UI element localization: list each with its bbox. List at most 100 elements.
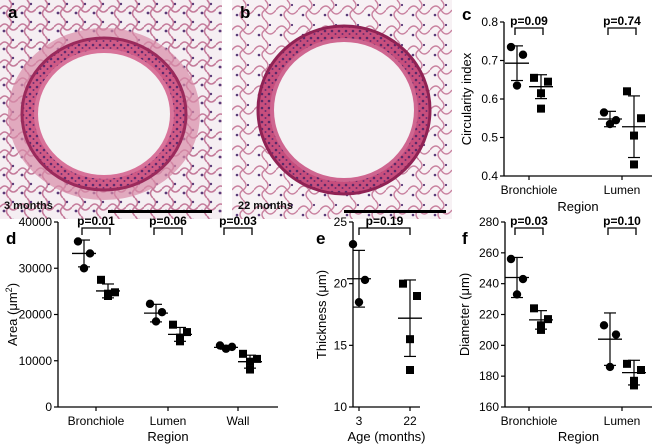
chart-f-data-point <box>544 315 552 324</box>
photo-caption-a: 3 months <box>4 200 53 212</box>
chart-f-x-axis-label: Region <box>558 429 599 444</box>
chart-f-data-point <box>630 381 638 390</box>
chart-c-x-tick-label: Lumen <box>604 183 641 197</box>
chart-d-data-point <box>104 292 112 300</box>
histology-image-22-months: b 22 months <box>232 0 452 219</box>
chart-f-y-tick-label: 180 <box>479 369 499 383</box>
chart-c-p-value-label: p=0.74 <box>603 14 641 28</box>
chart-f-x-tick-label: Lumen <box>604 414 641 428</box>
chart-d-data-point <box>151 317 161 326</box>
chart-f-data-point <box>530 304 538 313</box>
chart-d-significance-bracket <box>153 227 183 235</box>
chart-f-data-point <box>506 254 516 264</box>
chart-c-data-point <box>605 119 615 129</box>
chart-f-y-tick-label: 220 <box>479 308 499 322</box>
chart-f-data-point <box>623 359 631 368</box>
chart-d-group-wall-square <box>238 349 262 374</box>
chart-d-data-point <box>111 288 119 297</box>
chart-d-data-point <box>145 299 155 309</box>
chart-c-y-axis-label: Circularity index <box>459 52 474 145</box>
chart-c-x-axis-label: Region <box>557 199 598 214</box>
chart-c-y-tick-label: 0.6 <box>481 92 498 106</box>
chart-f-data-point <box>605 362 615 372</box>
chart-e-x-tick-label: 22 <box>403 414 417 428</box>
chart-e-data-point <box>406 366 414 374</box>
chart-f-x-tick-label: Bronchiole <box>501 414 558 428</box>
chart-d-x-tick-label: Bronchiole <box>68 414 125 428</box>
chart-d-y-tick-label: 0 <box>45 400 52 414</box>
chart-d: d 0 10000 20000 30000 40000 Bronchiole Lumen Wal… <box>4 214 278 444</box>
chart-c-data-point <box>630 160 638 169</box>
chart-d-data-point <box>157 307 167 317</box>
chart-d-y-tick-label: 10000 <box>19 354 53 368</box>
chart-f-data-point <box>537 325 545 334</box>
panel-letter-b: b <box>240 3 251 22</box>
chart-c-data-point <box>611 115 621 125</box>
chart-c-data-point <box>623 87 631 96</box>
chart-c: c 0.4 0.5 0.6 0.7 0.8 Bronchiole Lumen Region Cir… <box>459 5 652 214</box>
chart-d-group-bronchiole-circle <box>72 237 96 273</box>
chart-c-data-point <box>537 89 545 98</box>
chart-f-y-tick-label: 200 <box>479 338 499 352</box>
chart-d-data-point <box>253 354 261 363</box>
chart-e-y-tick-label: 10 <box>334 400 348 414</box>
chart-d-y-tick-label: 20000 <box>19 308 53 322</box>
chart-c-panel-letter: c <box>462 5 471 24</box>
chart-f-p-value-label: p=0.03 <box>510 214 548 228</box>
chart-d-data-point <box>246 357 254 366</box>
chart-c-data-point <box>637 114 645 123</box>
chart-d-group-lumen-circle <box>144 299 168 326</box>
chart-f-p-value-label: p=0.10 <box>603 214 641 228</box>
chart-c-data-point <box>512 81 522 90</box>
chart-c-x-tick-label: Bronchiole <box>501 183 558 197</box>
chart-c-y-tick-label: 0.4 <box>481 169 498 183</box>
chart-d-x-tick-label: Lumen <box>150 414 187 428</box>
chart-e-data-point <box>348 240 358 249</box>
chart-d-p-value-label: p=0.01 <box>77 214 115 228</box>
chart-f-y-tick-label: 280 <box>479 215 499 229</box>
chart-f-group-bronchiole-circle <box>505 254 529 299</box>
chart-e-data-point <box>360 275 370 285</box>
chart-f-data-point <box>537 321 545 330</box>
chart-d-y-tick-label: 40000 <box>19 215 53 229</box>
chart-d-data-point <box>169 320 177 329</box>
chart-c-data-point <box>544 77 552 86</box>
chart-e-y-tick-label: 15 <box>334 338 348 352</box>
chart-d-y-tick-label: 30000 <box>19 261 53 275</box>
chart-f-y-tick-label: 260 <box>479 246 499 260</box>
chart-c-p-value-label: p=0.09 <box>510 14 548 28</box>
chart-d-data-point <box>85 249 95 258</box>
chart-e-group-22-square <box>398 279 422 374</box>
chart-d-group-bronchiole-square <box>96 275 120 300</box>
chart-f-y-tick-label: 240 <box>479 277 499 291</box>
chart-d-panel-letter: d <box>6 229 16 248</box>
chart-f-data-point <box>611 330 621 339</box>
chart-e-y-tick-label: 20 <box>334 277 348 291</box>
chart-d-significance-bracket <box>223 227 253 235</box>
chart-c-group-lumen-square <box>622 87 646 169</box>
photo-caption-b: 22 months <box>238 200 294 212</box>
chart-e-significance-bracket <box>358 227 411 235</box>
panel-letter-a: a <box>8 3 18 22</box>
chart-c-y-tick-label: 0.7 <box>481 54 498 68</box>
chart-c-data-point <box>599 108 609 117</box>
chart-f-data-point <box>630 376 638 385</box>
chart-d-significance-bracket <box>81 227 111 235</box>
chart-e-group-3-circle <box>347 240 371 308</box>
chart-f-group-lumen-circle <box>598 312 622 372</box>
chart-f-data-point <box>512 290 522 299</box>
chart-c-group-bronchiole-circle <box>505 42 529 90</box>
chart-d-data-point <box>97 275 105 284</box>
chart-d-p-value-label: p=0.06 <box>149 214 187 228</box>
chart-f-significance-bracket <box>607 227 637 235</box>
chart-c-data-point <box>630 131 638 140</box>
chart-d-p-value-label: p=0.03 <box>219 214 257 228</box>
chart-c-data-point <box>537 104 545 113</box>
chart-d-group-wall-circle <box>214 341 238 353</box>
chart-e-data-point <box>406 335 414 344</box>
chart-f-significance-bracket <box>514 227 544 235</box>
chart-e-x-tick-label: 3 <box>356 414 363 428</box>
chart-d-data-point <box>176 337 184 346</box>
chart-d-data-point <box>246 365 254 374</box>
